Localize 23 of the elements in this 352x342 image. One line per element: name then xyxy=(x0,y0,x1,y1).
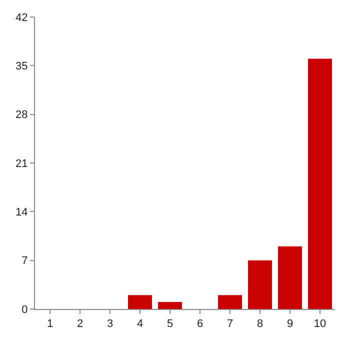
bar xyxy=(158,302,182,309)
bar xyxy=(248,260,272,309)
bar xyxy=(218,295,242,309)
x-tick-label: 7 xyxy=(226,318,234,330)
x-tick-label: 1 xyxy=(46,318,54,330)
x-tick-label: 10 xyxy=(314,318,326,330)
bar xyxy=(128,295,152,309)
y-tick-label: 21 xyxy=(16,158,28,170)
y-tick-label: 35 xyxy=(16,60,28,73)
x-tick-label: 9 xyxy=(286,318,294,330)
y-tick-label: 14 xyxy=(16,206,28,219)
x-tick-label: 6 xyxy=(196,318,204,330)
y-tick-label: 7 xyxy=(22,255,28,268)
y-tick-label: 0 xyxy=(22,304,28,316)
x-tick-label: 3 xyxy=(106,318,114,330)
x-tick-label: 4 xyxy=(136,318,144,330)
bar xyxy=(278,246,302,309)
x-tick-label: 5 xyxy=(166,318,174,330)
y-tick-label: 28 xyxy=(16,109,28,122)
x-tick-label: 8 xyxy=(256,318,264,330)
bar xyxy=(308,58,332,309)
x-tick-label: 2 xyxy=(76,318,84,330)
y-tick-label: 42 xyxy=(16,12,28,24)
